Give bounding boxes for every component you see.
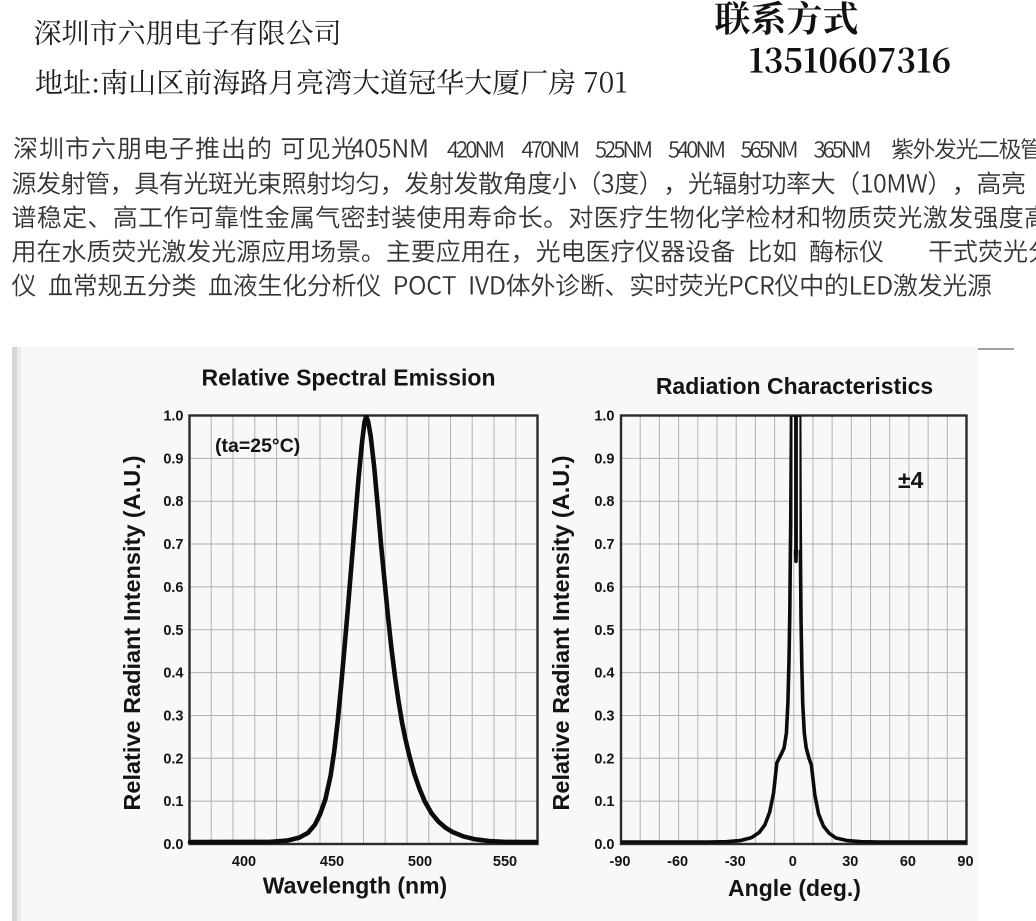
svg-text:60: 60 xyxy=(900,854,916,870)
svg-text:1.0: 1.0 xyxy=(163,409,183,425)
svg-text:0: 0 xyxy=(789,854,797,870)
svg-text:1.0: 1.0 xyxy=(594,409,614,425)
svg-text:-90: -90 xyxy=(610,854,631,870)
svg-text:Wavelength (nm): Wavelength (nm) xyxy=(263,873,447,899)
svg-text:0.5: 0.5 xyxy=(594,623,614,639)
svg-text:Radiation Characteristics: Radiation Characteristics xyxy=(656,373,933,399)
svg-text:±4: ±4 xyxy=(898,467,924,493)
svg-text:550: 550 xyxy=(493,854,517,870)
svg-text:0.4: 0.4 xyxy=(163,666,183,682)
svg-text:0.6: 0.6 xyxy=(163,580,183,596)
svg-text:0.7: 0.7 xyxy=(594,537,614,553)
svg-text:0.4: 0.4 xyxy=(594,666,614,682)
svg-text:0.3: 0.3 xyxy=(594,709,614,725)
svg-text:0.0: 0.0 xyxy=(163,837,183,853)
svg-text:-30: -30 xyxy=(725,854,746,870)
svg-text:0.9: 0.9 xyxy=(163,451,183,467)
svg-text:0.0: 0.0 xyxy=(594,837,614,853)
svg-text:400: 400 xyxy=(232,854,256,870)
svg-text:Angle (deg.): Angle (deg.) xyxy=(728,875,861,901)
svg-text:(ta=25°C): (ta=25°C) xyxy=(215,435,300,457)
svg-text:0.8: 0.8 xyxy=(594,494,614,510)
svg-text:30: 30 xyxy=(842,854,858,870)
svg-text:-60: -60 xyxy=(667,854,688,870)
svg-text:0.2: 0.2 xyxy=(594,751,614,767)
svg-text:0.1: 0.1 xyxy=(594,794,614,810)
svg-text:Relative Spectral Emission: Relative Spectral Emission xyxy=(201,365,495,391)
svg-text:0.6: 0.6 xyxy=(594,580,614,596)
svg-text:0.8: 0.8 xyxy=(163,494,183,510)
svg-text:Relative Radiant Intensity (A.: Relative Radiant Intensity (A.U.) xyxy=(548,455,574,810)
svg-text:500: 500 xyxy=(408,854,432,870)
svg-text:450: 450 xyxy=(320,854,344,870)
svg-text:Relative Radiant Intensity (A.: Relative Radiant Intensity (A.U.) xyxy=(119,455,145,810)
svg-text:0.3: 0.3 xyxy=(163,709,183,725)
svg-text:90: 90 xyxy=(957,854,973,870)
svg-text:0.9: 0.9 xyxy=(594,451,614,467)
svg-text:0.7: 0.7 xyxy=(163,537,183,553)
svg-text:0.5: 0.5 xyxy=(163,623,183,639)
svg-text:0.2: 0.2 xyxy=(163,751,183,767)
svg-text:0.1: 0.1 xyxy=(163,794,183,810)
